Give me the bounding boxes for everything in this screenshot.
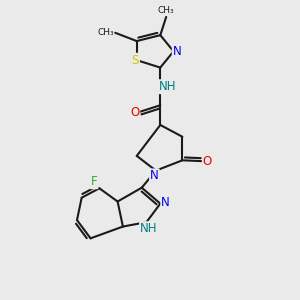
Text: O: O (203, 155, 212, 168)
Text: CH₃: CH₃ (158, 6, 175, 15)
Text: S: S (132, 54, 139, 67)
Text: NH: NH (159, 80, 176, 93)
Text: NH: NH (140, 222, 158, 235)
Text: N: N (161, 196, 170, 208)
Text: O: O (130, 106, 139, 119)
Text: F: F (91, 175, 98, 188)
Text: N: N (150, 169, 159, 182)
Text: N: N (173, 45, 182, 58)
Text: CH₃: CH₃ (97, 28, 114, 37)
